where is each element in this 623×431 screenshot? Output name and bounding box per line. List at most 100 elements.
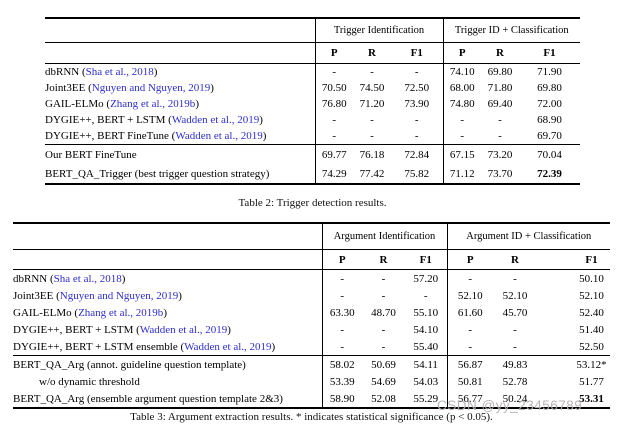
model-name: BERT_QA_Trigger (best trigger question s… (45, 167, 270, 180)
metric-cell: 68.00 (442, 80, 481, 96)
model-label: BERT_QA_Trigger (best trigger question s… (45, 164, 315, 184)
empty-corner-cell (45, 42, 315, 64)
model-name: DYGIE++, BERT FineTune ( (45, 130, 176, 142)
model-name: DYGIE++, BERT + LSTM ( (13, 323, 140, 336)
column-header-r: R (362, 249, 405, 270)
metric-cell: - (381, 340, 386, 353)
metric-cell: - (321, 287, 362, 304)
metric-cell: 67.15 (442, 144, 481, 164)
model-label: w/o dynamic threshold (13, 373, 322, 390)
metric-cell: - (446, 321, 494, 338)
metric-cell: 54.03 (413, 375, 439, 388)
model-name: DYGIE++, BERT + LSTM ( (45, 114, 172, 126)
close-paren: ) (121, 272, 126, 285)
metric-cell: - (314, 112, 353, 128)
column-header-f1: F1 (391, 42, 443, 64)
column-header-p: P (442, 42, 481, 64)
table3-header: Argument Identification Argument ID + Cl… (13, 222, 611, 270)
metric-cell: - (446, 269, 494, 287)
model-label: Joint3EE (Nguyen and Nguyen, 2019) (13, 287, 322, 304)
table-row: DYGIE++, BERT + LSTM ensemble (Wadden et… (13, 338, 610, 356)
metric-cell: - (442, 112, 481, 128)
metric-cell: 73.20 (481, 144, 519, 164)
citation-link[interactable]: Sha et al., 2018 (53, 272, 122, 285)
metric-cell: 56.87 (446, 355, 494, 373)
citation-link[interactable]: Zhang et al., 2019b (110, 98, 196, 110)
model-name: w/o dynamic threshold (39, 375, 140, 388)
citation-link[interactable]: Wadden et al., 2019 (184, 340, 272, 353)
citation-link[interactable]: Nguyen and Nguyen, 2019 (59, 289, 179, 302)
metric-cell: 72.50 (404, 82, 430, 94)
table3-body: dbRNN (Sha et al., 2018) - - 57.20 - - 5… (13, 269, 611, 408)
metric-cell: 53.31 (579, 392, 604, 405)
metric-cell: 74.50 (359, 82, 385, 94)
model-label: dbRNN (Sha et al., 2018) (13, 270, 322, 288)
metric-cell: 51.40 (579, 323, 604, 336)
argument-results-table: Argument Identification Argument ID + Cl… (13, 222, 611, 409)
table2-caption: Table 2: Trigger detection results. (238, 197, 387, 209)
metric-cell: - (513, 340, 517, 353)
close-paren: ) (153, 66, 158, 78)
metric-cell: 72.84 (391, 144, 443, 164)
table2-body: dbRNN (Sha et al., 2018) - - - 74.10 69.… (45, 63, 580, 184)
model-name: GAIL-ELMo ( (45, 98, 111, 110)
table3-group-header-row: Argument Identification Argument ID + Cl… (13, 222, 611, 250)
metric-cell: - (321, 321, 362, 338)
column-header-f1: F1 (405, 249, 448, 270)
metric-cell: 58.90 (321, 390, 362, 408)
metric-cell: 56.77 (446, 390, 494, 408)
metric-cell: 70.50 (314, 80, 353, 96)
column-header-r: R (353, 42, 391, 64)
argument-results-table-wrap: Argument Identification Argument ID + Cl… (13, 222, 611, 409)
close-paren: ) (163, 306, 167, 319)
metric-cell: - (414, 66, 419, 78)
model-name: dbRNN ( (45, 66, 86, 78)
trigger-results-table-wrap: Trigger Identification Trigger ID + Clas… (45, 17, 580, 185)
column-header-p: P (314, 42, 353, 64)
table-row: BERT_QA_Trigger (best trigger question s… (45, 164, 580, 184)
metric-cell: 52.10 (446, 287, 494, 304)
column-header-p: P (446, 249, 494, 270)
model-label: Joint3EE (Nguyen and Nguyen, 2019) (45, 80, 315, 96)
metric-cell: 52.40 (579, 306, 604, 319)
metric-cell: 68.90 (537, 114, 562, 126)
table-row: BERT_QA_Arg (ensemble argument question … (13, 390, 610, 408)
citation-link[interactable]: Sha et al., 2018 (85, 66, 154, 78)
metric-cell: 71.90 (537, 66, 562, 78)
metric-cell: 52.08 (371, 392, 396, 405)
model-name: DYGIE++, BERT + LSTM ensemble ( (13, 340, 185, 353)
metric-cell: 45.70 (502, 306, 528, 319)
metric-cell: 71.80 (487, 82, 513, 94)
metric-cell: 70.04 (519, 144, 580, 164)
metric-cell: 51.77 (579, 375, 604, 388)
model-name: dbRNN ( (13, 272, 54, 285)
metric-cell: 69.77 (314, 144, 353, 164)
citation-link[interactable]: Wadden et al., 2019 (175, 130, 263, 142)
metric-cell: 50.24 (502, 392, 528, 405)
close-paren: ) (271, 340, 276, 353)
metric-cell: 55.40 (413, 340, 439, 353)
citation-link[interactable]: Nguyen and Nguyen, 2019 (91, 82, 211, 94)
model-label: BERT_QA_Arg (annot. guideline question t… (13, 355, 322, 373)
metric-cell: 49.83 (493, 355, 538, 373)
citation-link[interactable]: Wadden et al., 2019 (139, 323, 228, 336)
table-row: dbRNN (Sha et al., 2018) - - - 74.10 69.… (45, 63, 580, 80)
metric-cell: 50.10 (579, 272, 604, 285)
model-label: GAIL-ELMo (Zhang et al., 2019b) (45, 96, 315, 112)
table-row: dbRNN (Sha et al., 2018) - - 57.20 - - 5… (13, 269, 610, 288)
citation-link[interactable]: Zhang et al., 2019b (78, 306, 164, 319)
metric-cell: 52.10 (502, 289, 528, 302)
metric-cell: 71.20 (359, 98, 385, 110)
table-row: DYGIE++, BERT + LSTM (Wadden et al., 201… (13, 321, 610, 338)
model-name: Our BERT FineTune (45, 148, 137, 161)
column-header-p: P (321, 249, 362, 270)
metric-cell: 73.90 (404, 98, 430, 110)
citation-link[interactable]: Wadden et al., 2019 (171, 114, 260, 126)
metric-cell: 52.10 (579, 289, 604, 302)
metric-cell: 61.60 (446, 304, 494, 321)
model-label: BERT_QA_Arg (ensemble argument question … (13, 390, 322, 408)
table-row: GAIL-ELMo (Zhang et al., 2019b) 76.80 71… (45, 96, 580, 112)
metric-cell: 57.20 (413, 272, 439, 285)
close-paren: ) (195, 98, 199, 110)
model-name: Joint3EE ( (13, 289, 60, 302)
